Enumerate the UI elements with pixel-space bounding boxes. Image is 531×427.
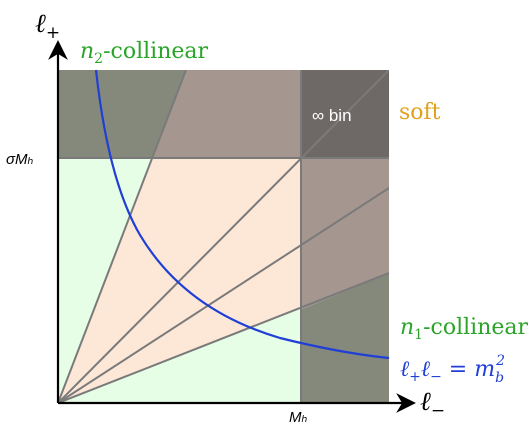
infinity-bin-label: ∞ bin (312, 106, 352, 125)
x-tick-mh: Mₕ (289, 409, 307, 426)
y-axis-label: ℓ+ (35, 9, 60, 43)
curve-equation-label: ℓ+ℓ− = mb2 (400, 353, 505, 386)
y-tick-sigma-mh: σMₕ (6, 151, 34, 168)
n1-collinear-label: n1-collinear (400, 315, 529, 343)
soft-label: soft (399, 100, 441, 125)
n2-collinear-label: n2-collinear (80, 39, 209, 67)
x-axis-label: ℓ− (420, 387, 445, 421)
